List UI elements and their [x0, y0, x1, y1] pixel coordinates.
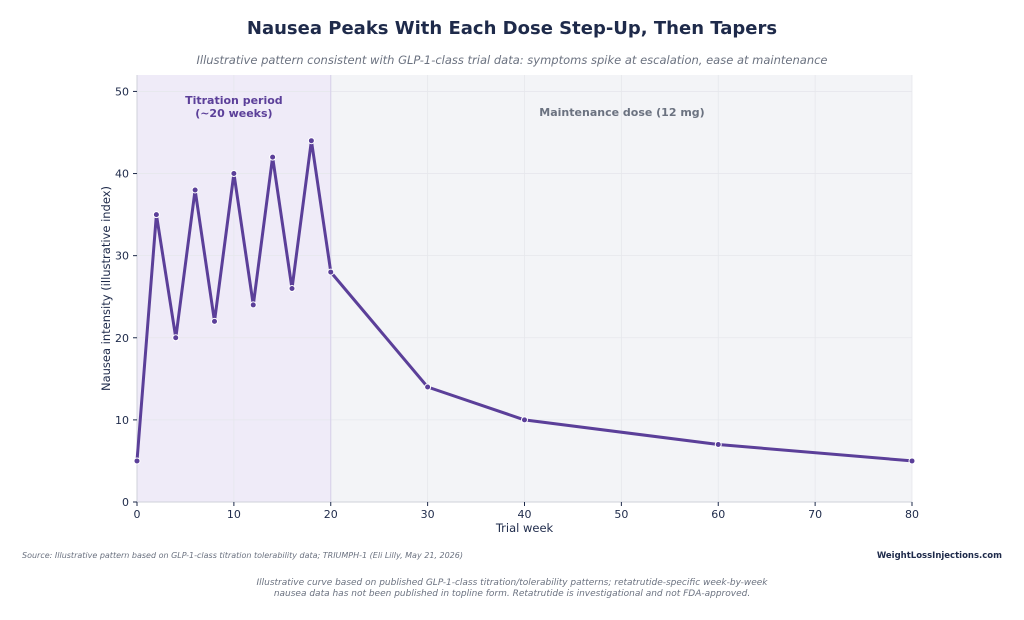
axes: 0 10 20 30 40 50 60 70 80 0 10 20 30 40 50 [115, 75, 919, 521]
data-point [327, 268, 335, 276]
y-tick-label: 10 [115, 414, 129, 427]
data-point [230, 170, 238, 178]
titration-label: Titration period [185, 94, 283, 107]
data-point [307, 137, 315, 145]
y-tick-label: 50 [115, 85, 129, 98]
x-tick-label: 0 [134, 508, 141, 521]
y-tick-label: 40 [115, 168, 129, 181]
data-point [269, 153, 277, 161]
data-point [211, 317, 218, 325]
titration-label-duration: (~20 weeks) [195, 107, 272, 120]
data-point [424, 383, 432, 391]
maintenance-label: Maintenance dose (12 mg) [539, 106, 704, 119]
x-tick-label: 10 [227, 508, 241, 521]
footnote-line-1: Illustrative curve based on published GL… [256, 578, 768, 588]
y-axis-label: Nausea intensity (illustrative index) [99, 186, 113, 391]
x-tick-label: 20 [324, 508, 338, 521]
x-tick-label: 80 [905, 508, 919, 521]
data-point [908, 457, 916, 465]
data-point [152, 211, 160, 219]
brand-label: WeightLossInjections.com [876, 551, 1002, 561]
data-point [249, 301, 257, 309]
y-tick-label: 30 [115, 250, 129, 263]
x-tick-label: 40 [518, 508, 532, 521]
data-point [191, 186, 199, 194]
footnote-line-2: nausea data has not been published in to… [273, 589, 751, 599]
chart-title: Nausea Peaks With Each Dose Step-Up, The… [246, 18, 778, 39]
footnote: Illustrative curve based on published GL… [212, 578, 812, 600]
x-tick-label: 60 [711, 508, 725, 521]
x-tick-label: 30 [421, 508, 435, 521]
x-tick-label: 50 [614, 508, 628, 521]
y-tick-label: 0 [122, 496, 129, 509]
source-note: Source: Illustrative pattern based on GL… [22, 551, 463, 560]
x-axis-label: Trial week [495, 521, 554, 535]
x-tick-label: 70 [808, 508, 822, 521]
y-tick-label: 20 [115, 332, 129, 345]
data-point [521, 416, 528, 424]
data-point [133, 457, 141, 465]
data-point [288, 285, 296, 292]
data-point [172, 334, 180, 342]
chart-subtitle: Illustrative pattern consistent with GLP… [196, 53, 828, 67]
data-points [133, 137, 916, 465]
data-point [714, 441, 722, 449]
